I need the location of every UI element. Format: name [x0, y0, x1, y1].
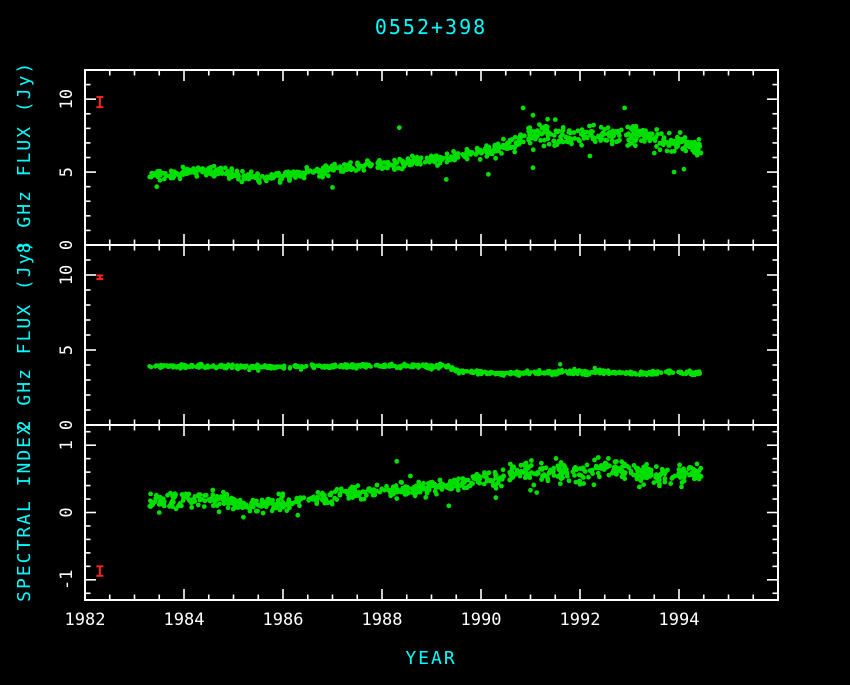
outlier-point — [587, 153, 593, 159]
outlier-point — [577, 481, 583, 487]
data-points-flux-8ghz — [147, 105, 704, 190]
chart-title: 0552+398 — [375, 15, 487, 39]
outlier-point — [671, 169, 677, 175]
outlier-point — [528, 487, 533, 493]
outlier-point — [429, 367, 434, 372]
x-tick-label: 1994 — [659, 610, 700, 630]
outlier-point — [681, 166, 687, 172]
x-tick-label: 1986 — [263, 610, 304, 630]
x-tick-label: 1982 — [65, 610, 106, 630]
panel-spectral-index: 1982 1984 1986 1988 1990 1992 1994 -1 0 1 — [57, 424, 779, 630]
outlier-point — [446, 503, 452, 509]
outlier-point — [443, 177, 449, 182]
data-points-spectral-index — [147, 455, 704, 520]
outlier-point — [154, 184, 160, 190]
y-tick-label: 0 — [57, 420, 77, 430]
y-axis-label-2ghz-flux: 2 GHz FLUX (Jy) — [14, 239, 35, 432]
y-tick-label: 0 — [57, 240, 77, 250]
error-bar-flux-2ghz — [96, 274, 104, 281]
outlier-point — [330, 185, 335, 190]
outlier-point — [592, 365, 597, 371]
outlier-point — [396, 125, 402, 130]
x-axis-label: YEAR — [405, 648, 456, 669]
outlier-point — [651, 150, 657, 156]
error-bar-flux-8ghz — [96, 95, 104, 109]
y-tick-label: 5 — [57, 345, 77, 355]
outlier-point — [637, 484, 642, 490]
y-tick-label: 0 — [57, 507, 77, 517]
outlier-point — [552, 117, 558, 122]
y-tick-label: 10 — [57, 89, 77, 109]
panel-flux-2ghz: 0 5 10 — [57, 244, 779, 430]
outlier-point — [558, 362, 563, 367]
panel-frame — [84, 424, 779, 601]
x-tick-label: 1988 — [362, 610, 403, 630]
y-axis-label-8ghz-flux: 8 GHz FLUX (Jy) — [14, 61, 35, 254]
outlier-point — [622, 105, 627, 111]
outlier-point — [295, 512, 301, 518]
outlier-point — [156, 510, 162, 515]
y-tick-label: 10 — [57, 265, 77, 285]
y-tick-label: 5 — [57, 167, 77, 177]
data-points-flux-2ghz — [147, 361, 702, 378]
outlier-point — [493, 495, 499, 501]
outlier-point — [241, 514, 246, 520]
y-tick-label: -1 — [57, 570, 77, 590]
x-tick-label: 1984 — [164, 610, 205, 630]
y-tick-label: 1 — [57, 440, 77, 450]
x-tick-label: 1992 — [560, 610, 601, 630]
outlier-point — [394, 458, 400, 464]
outlier-point — [486, 171, 491, 177]
panel-flux-8ghz: 0 5 10 — [57, 69, 779, 250]
outlier-point — [520, 105, 526, 111]
x-tick-label: 1990 — [461, 610, 502, 630]
outlier-point — [256, 368, 261, 373]
panel-frame — [84, 244, 779, 426]
y-axis-label-spectral-index: SPECTRAL INDEX — [14, 422, 35, 602]
error-bar-spectral-index — [96, 565, 104, 577]
outlier-point — [530, 112, 536, 118]
outlier-point — [679, 484, 684, 490]
outlier-point — [530, 165, 536, 171]
panels-group: 0 5 10 0 5 10 1982 1984 1986 1988 1990 1992 1994 -1 0 1 — [57, 69, 779, 630]
